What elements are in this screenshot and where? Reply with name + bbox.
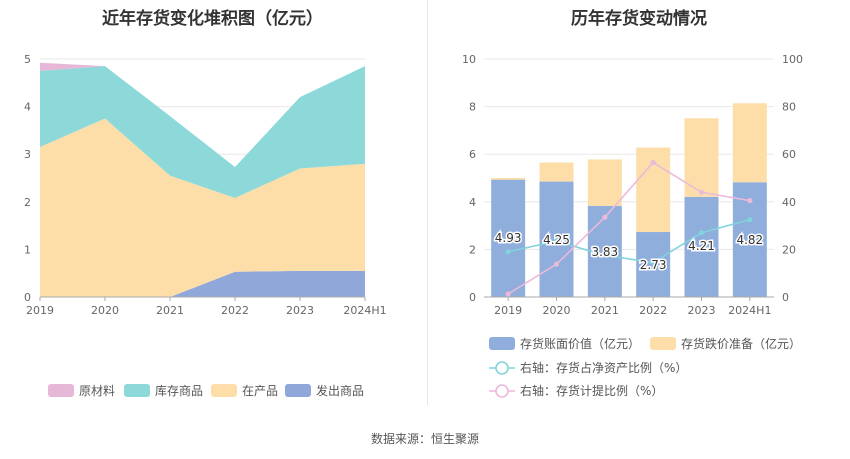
bar-data-label: 2.73 <box>640 258 667 272</box>
legend-marker <box>495 384 509 398</box>
y-tick-label: 10 <box>462 53 476 66</box>
data-source: 数据来源：恒生聚源 <box>370 432 479 446</box>
line-point <box>505 291 511 297</box>
y2-tick-label: 20 <box>782 243 796 256</box>
x-tick-label: 2022 <box>639 304 667 317</box>
bar-data-label: 4.82 <box>736 233 763 247</box>
y-tick-label: 0 <box>24 291 31 304</box>
line-series-0 <box>507 218 751 264</box>
bar-0-4 <box>684 196 719 297</box>
legend-label: 在产品 <box>242 384 278 398</box>
line-point <box>698 189 705 195</box>
x-tick-label: 2021 <box>591 304 619 317</box>
legend-swatch <box>48 384 74 397</box>
bar-0-0 <box>491 179 526 297</box>
legend-label: 存货账面价值（亿元） <box>520 336 640 351</box>
left-chart-title: 近年存货变化堆积图（亿元） <box>102 9 323 29</box>
y2-tick-label: 80 <box>782 101 796 114</box>
right-chart-title: 历年存货变动情况 <box>571 9 707 29</box>
area-series-0 <box>40 270 365 297</box>
x-tick-label: 2019 <box>26 304 54 317</box>
y-tick-label: 2 <box>24 196 31 209</box>
bar-data-label: 4.93 <box>495 231 522 245</box>
area-series-2 <box>40 66 365 198</box>
x-tick-label: 2020 <box>91 304 119 317</box>
line-point <box>553 261 560 267</box>
legend-label: 右轴：存货计提比例（%） <box>520 383 663 398</box>
x-tick-label: 2022 <box>221 304 249 317</box>
line-point <box>747 217 753 223</box>
legend-label: 存货跌价准备（亿元） <box>681 336 801 351</box>
bar-1-4 <box>684 118 719 197</box>
legend-swatch <box>650 337 676 350</box>
y-tick-label: 8 <box>469 101 476 114</box>
x-tick-label: 2019 <box>494 304 522 317</box>
line-point <box>650 259 656 266</box>
legend-label: 发出商品 <box>316 383 364 398</box>
line-point <box>553 238 560 244</box>
y2-tick-label: 40 <box>782 196 796 209</box>
legend-swatch <box>489 337 515 350</box>
legend-label: 右轴：存货占净资产比例（%） <box>520 360 687 375</box>
bar-1-5 <box>732 103 767 183</box>
y-tick-label: 1 <box>24 243 31 256</box>
x-tick-label: 2021 <box>156 304 184 317</box>
y-tick-label: 5 <box>24 53 31 66</box>
y2-tick-label: 0 <box>782 291 789 304</box>
x-tick-label: 2024H1 <box>343 304 386 317</box>
bar-1-0 <box>491 178 526 180</box>
y2-tick-label: 100 <box>782 53 803 66</box>
bar-1-1 <box>539 162 574 182</box>
y-tick-label: 4 <box>24 101 31 114</box>
bar-data-label: 3.83 <box>591 245 618 259</box>
bar-1-2 <box>587 159 622 206</box>
legend-label: 原材料 <box>79 384 115 398</box>
legend-label: 库存商品 <box>155 383 203 398</box>
legend-swatch <box>285 384 311 397</box>
legend-swatch <box>124 384 150 397</box>
y2-tick-label: 60 <box>782 148 796 161</box>
x-tick-label: 2023 <box>286 304 314 317</box>
line-point <box>602 214 608 220</box>
panel-divider <box>427 0 428 405</box>
stacked-area-chart: 0 1 2 3 4 5 2019 2020 2021 2022 2023 2024H1 原材料 库存商品 在… <box>24 53 387 398</box>
y-tick-label: 4 <box>469 196 476 209</box>
legend-swatch <box>211 384 237 397</box>
legend-marker <box>495 361 509 375</box>
y-tick-label: 0 <box>469 291 476 304</box>
x-tick-label: 2020 <box>543 304 571 317</box>
line-point <box>505 249 511 255</box>
line-point <box>747 198 753 204</box>
x-tick-label: 2024H1 <box>728 304 771 317</box>
bar-data-label: 4.21 <box>688 239 715 253</box>
y-tick-label: 6 <box>469 148 476 161</box>
y-tick-label: 2 <box>469 243 476 256</box>
y-tick-label: 3 <box>24 148 31 161</box>
x-tick-label: 2023 <box>688 304 716 317</box>
line-series-1 <box>507 161 750 295</box>
line-point <box>602 252 608 258</box>
line-point <box>650 159 656 166</box>
line-point <box>698 230 705 236</box>
bar-data-label: 4.25 <box>543 233 570 247</box>
area-series-1 <box>40 118 365 297</box>
